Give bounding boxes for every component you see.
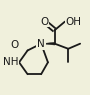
Text: NH: NH — [3, 57, 18, 67]
Text: O: O — [11, 40, 19, 50]
Text: N: N — [37, 39, 45, 49]
Text: OH: OH — [66, 17, 82, 27]
Polygon shape — [41, 42, 55, 45]
Text: O: O — [40, 17, 49, 27]
